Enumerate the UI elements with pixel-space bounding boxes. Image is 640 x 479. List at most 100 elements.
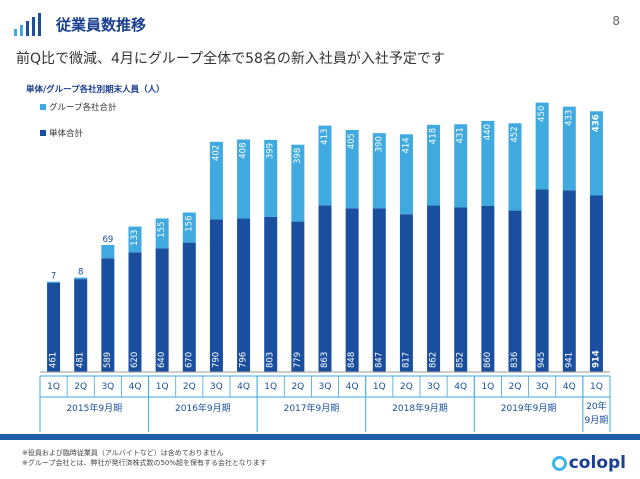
bar-single-6 [182, 242, 196, 372]
label-single-5: 640 [157, 352, 167, 368]
category-tick-label: 3Q [210, 382, 223, 392]
bar-single-4 [128, 252, 142, 372]
label-single-20: 941 [564, 352, 574, 368]
label-single-9: 803 [266, 352, 276, 368]
label-single-19: 945 [537, 352, 547, 368]
bar-group-20 [562, 106, 576, 191]
category-tick-label: 4Q [563, 382, 576, 392]
bar-single-14 [399, 214, 413, 372]
bar-group-1 [47, 281, 61, 283]
bar-group-18 [508, 123, 522, 211]
label-group-15: 418 [429, 128, 439, 144]
legend-swatch-group [40, 104, 46, 110]
label-group-17: 440 [483, 124, 493, 140]
label-single-3: 589 [103, 352, 113, 368]
label-group-18: 452 [510, 126, 520, 142]
bar-group-3 [101, 244, 115, 259]
brand-name: colopl [568, 453, 626, 473]
category-tick-label: 2Q [74, 382, 87, 392]
label-single-21: 914 [591, 350, 601, 368]
bar-single-10 [291, 221, 305, 372]
period-label: 20年 [586, 400, 606, 412]
page-number: 8 [612, 14, 620, 28]
label-group-11: 413 [320, 129, 330, 145]
logo-bars-icon [14, 13, 41, 36]
legend-swatch-single [40, 130, 46, 136]
brand-icon [551, 455, 567, 471]
bar-group-21 [589, 111, 603, 196]
period-label: 2015年9月期 [66, 402, 122, 414]
category-tick-label: 4Q [346, 382, 359, 392]
bar-single-13 [372, 208, 386, 372]
bar-single-17 [481, 205, 495, 372]
legend-label-single: 単体合計 [49, 129, 84, 139]
bar-group-14 [399, 134, 413, 215]
bar-single-8 [237, 218, 251, 372]
label-single-13: 847 [374, 352, 384, 368]
bar-single-1 [47, 282, 61, 372]
bar-single-18 [508, 210, 522, 372]
bar-single-9 [264, 216, 278, 372]
category-tick-label: 3Q [101, 382, 114, 392]
label-group-1: 7 [51, 272, 56, 282]
label-group-12: 405 [347, 133, 357, 149]
category-tick-label: 3Q [427, 382, 440, 392]
bar-group-5 [155, 218, 169, 249]
label-group-13: 390 [374, 136, 384, 152]
bar-group-19 [535, 102, 549, 190]
stacked-bar-chart: 461 7 481 8 589 69 620 133 640 155 670 156 790 402 796… [39, 102, 611, 432]
label-single-12: 848 [347, 352, 357, 368]
bar-group-16 [454, 124, 468, 208]
bar-group-9 [264, 139, 278, 217]
category-tick-label: 2Q [400, 382, 413, 392]
period-label: 9月期 [585, 415, 609, 426]
legend-label-group: グループ各社合計 [49, 103, 117, 113]
label-single-8: 796 [239, 352, 249, 368]
chart-title: 単体/グループ各社別期末人員（人） [26, 85, 165, 95]
bar-single-16 [454, 207, 468, 372]
legend-item-group: グループ各社合計 [40, 101, 117, 113]
bar-single-5 [155, 248, 169, 372]
label-single-18: 836 [510, 352, 520, 368]
label-group-2: 8 [78, 268, 83, 278]
bottom-bar [0, 434, 640, 440]
label-single-14: 817 [401, 352, 411, 368]
label-single-2: 481 [76, 352, 86, 368]
period-label: 2017年9月期 [284, 402, 340, 414]
label-single-7: 790 [211, 352, 221, 368]
bar-group-13 [372, 133, 386, 209]
category-tick-label: 4Q [237, 382, 250, 392]
bar-group-11 [318, 125, 332, 206]
bar-group-10 [291, 144, 305, 222]
bar-single-11 [318, 205, 332, 372]
bar-group-15 [427, 124, 441, 206]
period-label: 2018年9月期 [392, 402, 448, 414]
period-label: 2016年9月期 [175, 402, 231, 414]
footnote-2: ※グループ会社とは、弊社が発行済株式数の50%超を保有する会社となります [22, 459, 267, 467]
label-single-1: 461 [49, 352, 59, 368]
legend-item-single: 単体合計 [40, 127, 83, 139]
category-tick-label: 4Q [129, 382, 142, 392]
bar-single-20 [562, 190, 576, 372]
label-single-6: 670 [184, 352, 194, 368]
page-title: 従業員数推移 [56, 16, 147, 34]
bar-single-3 [101, 258, 115, 372]
label-group-8: 408 [239, 143, 249, 159]
label-group-7: 402 [211, 145, 221, 161]
label-group-19: 450 [537, 106, 547, 122]
category-tick-label: 2Q [183, 382, 196, 392]
category-tick-label: 1Q [47, 382, 60, 392]
bar-group-17 [481, 120, 495, 206]
label-group-6: 156 [184, 215, 194, 231]
category-tick-label: 3Q [319, 382, 332, 392]
category-tick-label: 2Q [509, 382, 522, 392]
label-group-9: 399 [266, 143, 276, 159]
label-single-10: 779 [293, 352, 303, 368]
bar-group-8 [237, 139, 251, 219]
label-single-11: 863 [320, 352, 330, 368]
period-label: 2019年9月期 [501, 402, 557, 414]
page-subtitle: 前Q比で微減、4月にグループ全体で58名の新入社員が入社予定です [16, 51, 445, 67]
category-tick-label: 2Q [291, 382, 304, 392]
bar-group-6 [182, 212, 196, 243]
label-single-16: 852 [456, 352, 466, 368]
